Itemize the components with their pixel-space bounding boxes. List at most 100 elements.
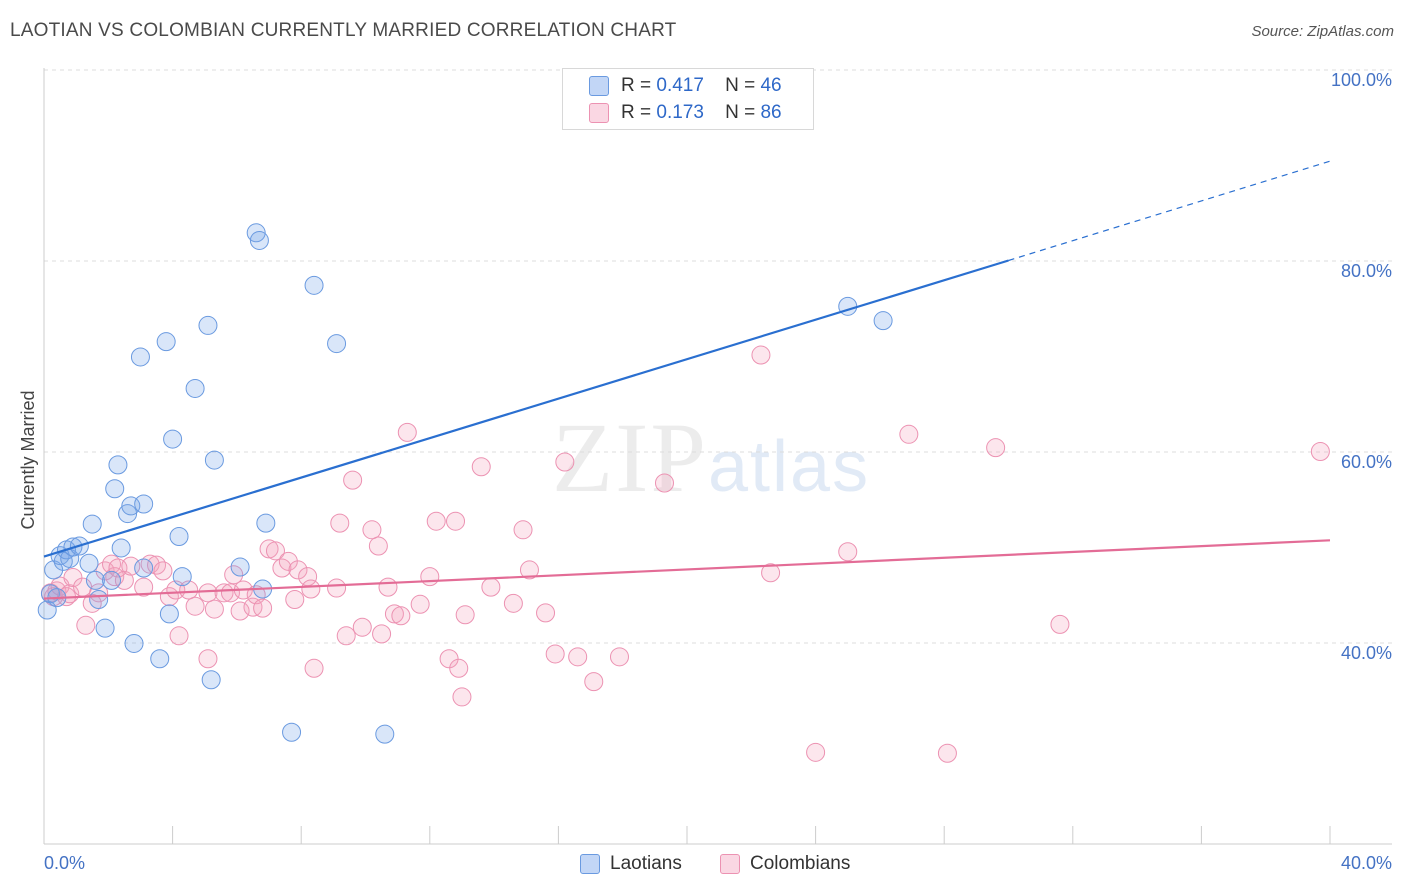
colombian-point: [352, 617, 372, 637]
x-tick-label-max: 40.0%: [1341, 853, 1392, 873]
laotian-point: [198, 315, 218, 335]
axis-labels: 40.0% 60.0% 80.0% 100.0% 0.0% 40.0% Currently …: [18, 70, 1392, 873]
colombian-point: [153, 561, 173, 581]
y-tick-label: 40.0%: [1341, 643, 1392, 663]
colombian-point: [481, 577, 501, 597]
laotian-point: [304, 275, 324, 295]
watermark-atlas: atlas: [708, 427, 871, 507]
colombian-point: [372, 624, 392, 644]
laotian-point: [163, 429, 183, 449]
axes: [43, 68, 1392, 845]
laotian-point: [118, 504, 138, 524]
laotian-point: [282, 722, 302, 742]
colombian-point: [76, 615, 96, 635]
colombian-point: [63, 568, 83, 588]
colombian-points: [40, 345, 1330, 763]
colombian-point: [185, 596, 205, 616]
colombian-point: [761, 563, 781, 583]
laotian-point: [124, 633, 144, 653]
colombian-point: [555, 452, 575, 472]
colombian-point: [838, 542, 858, 562]
bottom-legend-laotians: Laotians: [580, 851, 682, 877]
laotian-point: [873, 311, 893, 331]
laotian-point: [185, 378, 205, 398]
colombian-point: [198, 649, 218, 669]
laotian-point: [150, 649, 170, 669]
colombian-point: [503, 593, 523, 613]
colombian-point: [368, 536, 388, 556]
stats-legend: R = 0.417 N = 46 R = 0.173 N = 86: [562, 68, 814, 130]
colombian-point: [568, 647, 588, 667]
colombian-point: [265, 541, 285, 561]
colombian-point: [609, 647, 629, 667]
laotian-point: [111, 538, 131, 558]
colombian-point: [378, 577, 398, 597]
colombian-point: [214, 583, 234, 603]
colombian-point: [449, 658, 469, 678]
source-label: Source: ZipAtlas.com: [1251, 23, 1394, 40]
laotian-r-value: 0.417: [656, 75, 704, 96]
colombian-point: [471, 457, 491, 477]
colombian-point: [204, 599, 224, 619]
laotian-point: [249, 230, 269, 250]
laotian-points: [37, 223, 893, 744]
colombian-point: [391, 606, 411, 626]
laotian-point: [95, 618, 115, 638]
colombian-point: [134, 577, 154, 597]
chart-title: LAOTIAN VS COLOMBIAN CURRENTLY MARRIED C…: [10, 20, 677, 41]
colombian-point: [446, 511, 466, 531]
colombian-point: [301, 579, 321, 599]
laotian-swatch: [589, 76, 609, 96]
y-axis-label: Currently Married: [18, 390, 38, 529]
colombian-point: [327, 578, 347, 598]
colombian-point: [397, 422, 417, 442]
laotian-trend-line: [43, 259, 1009, 558]
laotian-point: [89, 590, 109, 610]
colombian-point: [1050, 614, 1070, 634]
x-tick-label-min: 0.0%: [44, 853, 85, 873]
colombian-point: [330, 513, 350, 533]
bottom-legend-colombians: Colombians: [720, 851, 850, 877]
colombian-point: [439, 649, 459, 669]
laotian-n-value: 46: [760, 75, 782, 96]
laotian-point: [134, 494, 154, 514]
grid-lines: [44, 69, 1392, 644]
colombian-point: [259, 539, 279, 559]
colombian-point: [410, 594, 430, 614]
colombian-point: [304, 658, 324, 678]
colombian-n-label: N =: [725, 102, 756, 123]
laotian-point: [327, 334, 347, 354]
y-tick-label: 60.0%: [1341, 452, 1392, 472]
colombian-n-value: 86: [760, 102, 782, 123]
legend-colombian-text: R = 0.173 N = 86: [621, 102, 782, 124]
colombian-r-value: 0.173: [656, 102, 704, 123]
colombian-point: [198, 583, 218, 603]
laotian-point: [246, 223, 266, 243]
laotian-point: [156, 332, 176, 352]
colombian-point: [253, 598, 273, 618]
colombian-point: [420, 567, 440, 587]
laotian-point: [102, 570, 122, 590]
colombian-point: [584, 672, 604, 692]
laotian-point: [169, 526, 189, 546]
colombian-point: [336, 626, 356, 646]
laotian-point: [85, 570, 105, 590]
watermark: ZIPatlas: [552, 400, 870, 515]
laotian-point: [108, 455, 128, 475]
laotian-point: [105, 479, 125, 499]
colombian-point: [426, 511, 446, 531]
colombian-point: [455, 605, 475, 625]
laotian-point: [375, 724, 395, 744]
bottom-colombian-label: Colombians: [750, 853, 851, 874]
bottom-laotian-label: Laotians: [610, 853, 682, 874]
colombian-point: [937, 743, 957, 763]
colombian-point: [986, 438, 1006, 458]
colombian-point: [545, 644, 565, 664]
laotian-r-label: R =: [621, 75, 652, 96]
trend-lines: [43, 160, 1331, 600]
laotian-point: [79, 553, 99, 573]
laotian-point: [82, 514, 102, 534]
laotian-trend-extension: [1008, 160, 1331, 262]
colombian-swatch: [589, 103, 609, 123]
colombian-point: [288, 560, 308, 580]
